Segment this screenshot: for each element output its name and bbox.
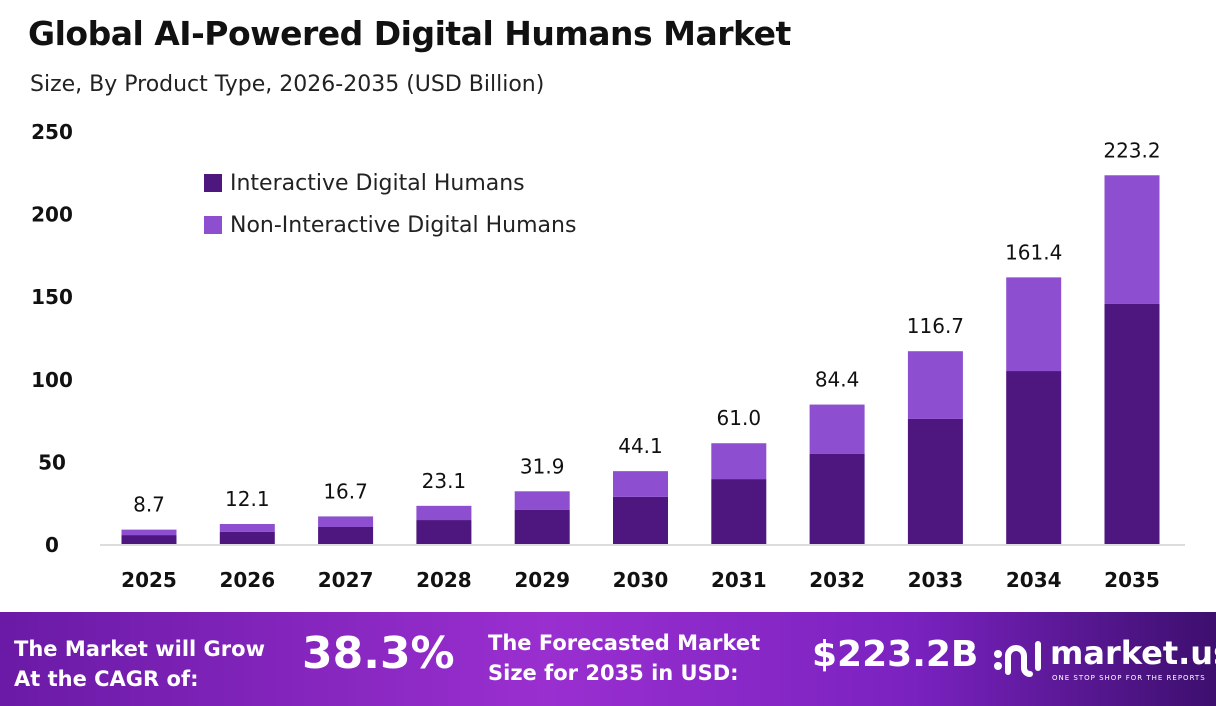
bar-interactive-2025 xyxy=(121,535,177,544)
forecast-value: $223.2B xyxy=(812,634,979,675)
forecast-label-line1: The Forecasted Market xyxy=(488,631,761,655)
bar-chart: 0 50 100 150 200 250 8.7 2025 12.1 2026 16.7 2027 23… xyxy=(31,120,1185,592)
bar-non-interactive-2033 xyxy=(907,351,963,419)
bar-non-interactive-2031 xyxy=(711,443,767,480)
bar-non-interactive-2025 xyxy=(121,529,177,536)
legend-swatch xyxy=(204,216,222,234)
data-label-total: 223.2 xyxy=(1103,138,1160,162)
bar-interactive-2032 xyxy=(809,453,865,544)
bar-non-interactive-2034 xyxy=(1006,277,1062,372)
cagr-value: 38.3% xyxy=(302,628,455,679)
bar-non-interactive-2030 xyxy=(613,471,668,497)
footer-banner: The Market will Grow At the CAGR of: 38.3… xyxy=(0,612,1216,706)
x-tick-label: 2029 xyxy=(514,568,570,592)
x-tick-label: 2027 xyxy=(318,568,374,592)
chart-subtitle: Size, By Product Type, 2026-2035 (USD Bi… xyxy=(30,72,545,97)
x-tick-label: 2032 xyxy=(809,568,865,592)
x-tick-label: 2033 xyxy=(908,568,964,592)
data-label-total: 44.1 xyxy=(618,434,663,458)
data-label-total: 8.7 xyxy=(133,493,165,517)
x-tick-label: 2026 xyxy=(219,568,275,592)
bar-interactive-2028 xyxy=(416,520,472,544)
y-tick-label: 100 xyxy=(31,368,73,392)
data-label-total: 61.0 xyxy=(717,406,762,430)
logo-tagline: ONE STOP SHOP FOR THE REPORTS xyxy=(1052,674,1206,682)
data-label-total: 12.1 xyxy=(225,487,270,511)
x-tick-label: 2034 xyxy=(1006,568,1062,592)
x-tick-label: 2030 xyxy=(613,568,669,592)
market-us-logo: market.us ONE STOP SHOP FOR THE REPORTS xyxy=(992,634,1216,682)
bar-interactive-2031 xyxy=(711,479,767,544)
bar-non-interactive-2032 xyxy=(809,404,865,454)
x-tick-label: 2035 xyxy=(1104,568,1160,592)
cagr-label: The Market will Grow At the CAGR of: xyxy=(14,634,265,694)
bar-interactive-2033 xyxy=(907,418,963,544)
data-label-total: 161.4 xyxy=(1005,240,1062,264)
legend-label: Interactive Digital Humans xyxy=(230,171,525,196)
y-tick-label: 250 xyxy=(31,120,73,144)
bar-non-interactive-2027 xyxy=(318,516,374,527)
cagr-label-line2: At the CAGR of: xyxy=(14,667,199,691)
bar-non-interactive-2028 xyxy=(416,505,472,521)
y-tick-label: 200 xyxy=(31,203,73,227)
y-tick-label: 50 xyxy=(38,450,66,474)
data-label-total: 31.9 xyxy=(520,454,565,478)
logo-name: market.us xyxy=(1050,634,1216,672)
bar-interactive-2027 xyxy=(318,526,374,544)
bar-interactive-2034 xyxy=(1006,371,1062,544)
data-label-total: 116.7 xyxy=(907,314,964,338)
y-tick-label: 0 xyxy=(45,533,59,557)
logo-icon xyxy=(994,641,1041,677)
cagr-label-line1: The Market will Grow xyxy=(14,637,265,661)
bar-interactive-2030 xyxy=(613,496,668,544)
bar-interactive-2026 xyxy=(219,531,275,544)
bar-interactive-2029 xyxy=(514,509,570,544)
forecast-label: The Forecasted Market Size for 2035 in US… xyxy=(488,628,760,688)
legend-label: Non-Interactive Digital Humans xyxy=(230,213,576,238)
x-tick-label: 2028 xyxy=(416,568,472,592)
x-tick-label: 2031 xyxy=(711,568,767,592)
bar-non-interactive-2029 xyxy=(514,491,570,510)
data-label-total: 16.7 xyxy=(323,479,368,503)
forecast-label-line2: Size for 2035 in USD: xyxy=(488,661,739,685)
bar-interactive-2035 xyxy=(1104,303,1160,544)
legend-swatch xyxy=(204,174,222,192)
bar-non-interactive-2035 xyxy=(1104,175,1160,304)
chart-title: Global AI-Powered Digital Humans Market xyxy=(28,14,791,53)
x-tick-label: 2025 xyxy=(121,568,177,592)
bar-non-interactive-2026 xyxy=(219,524,275,532)
data-label-total: 23.1 xyxy=(422,469,467,493)
data-label-total: 84.4 xyxy=(815,368,860,392)
y-tick-label: 150 xyxy=(31,285,73,309)
